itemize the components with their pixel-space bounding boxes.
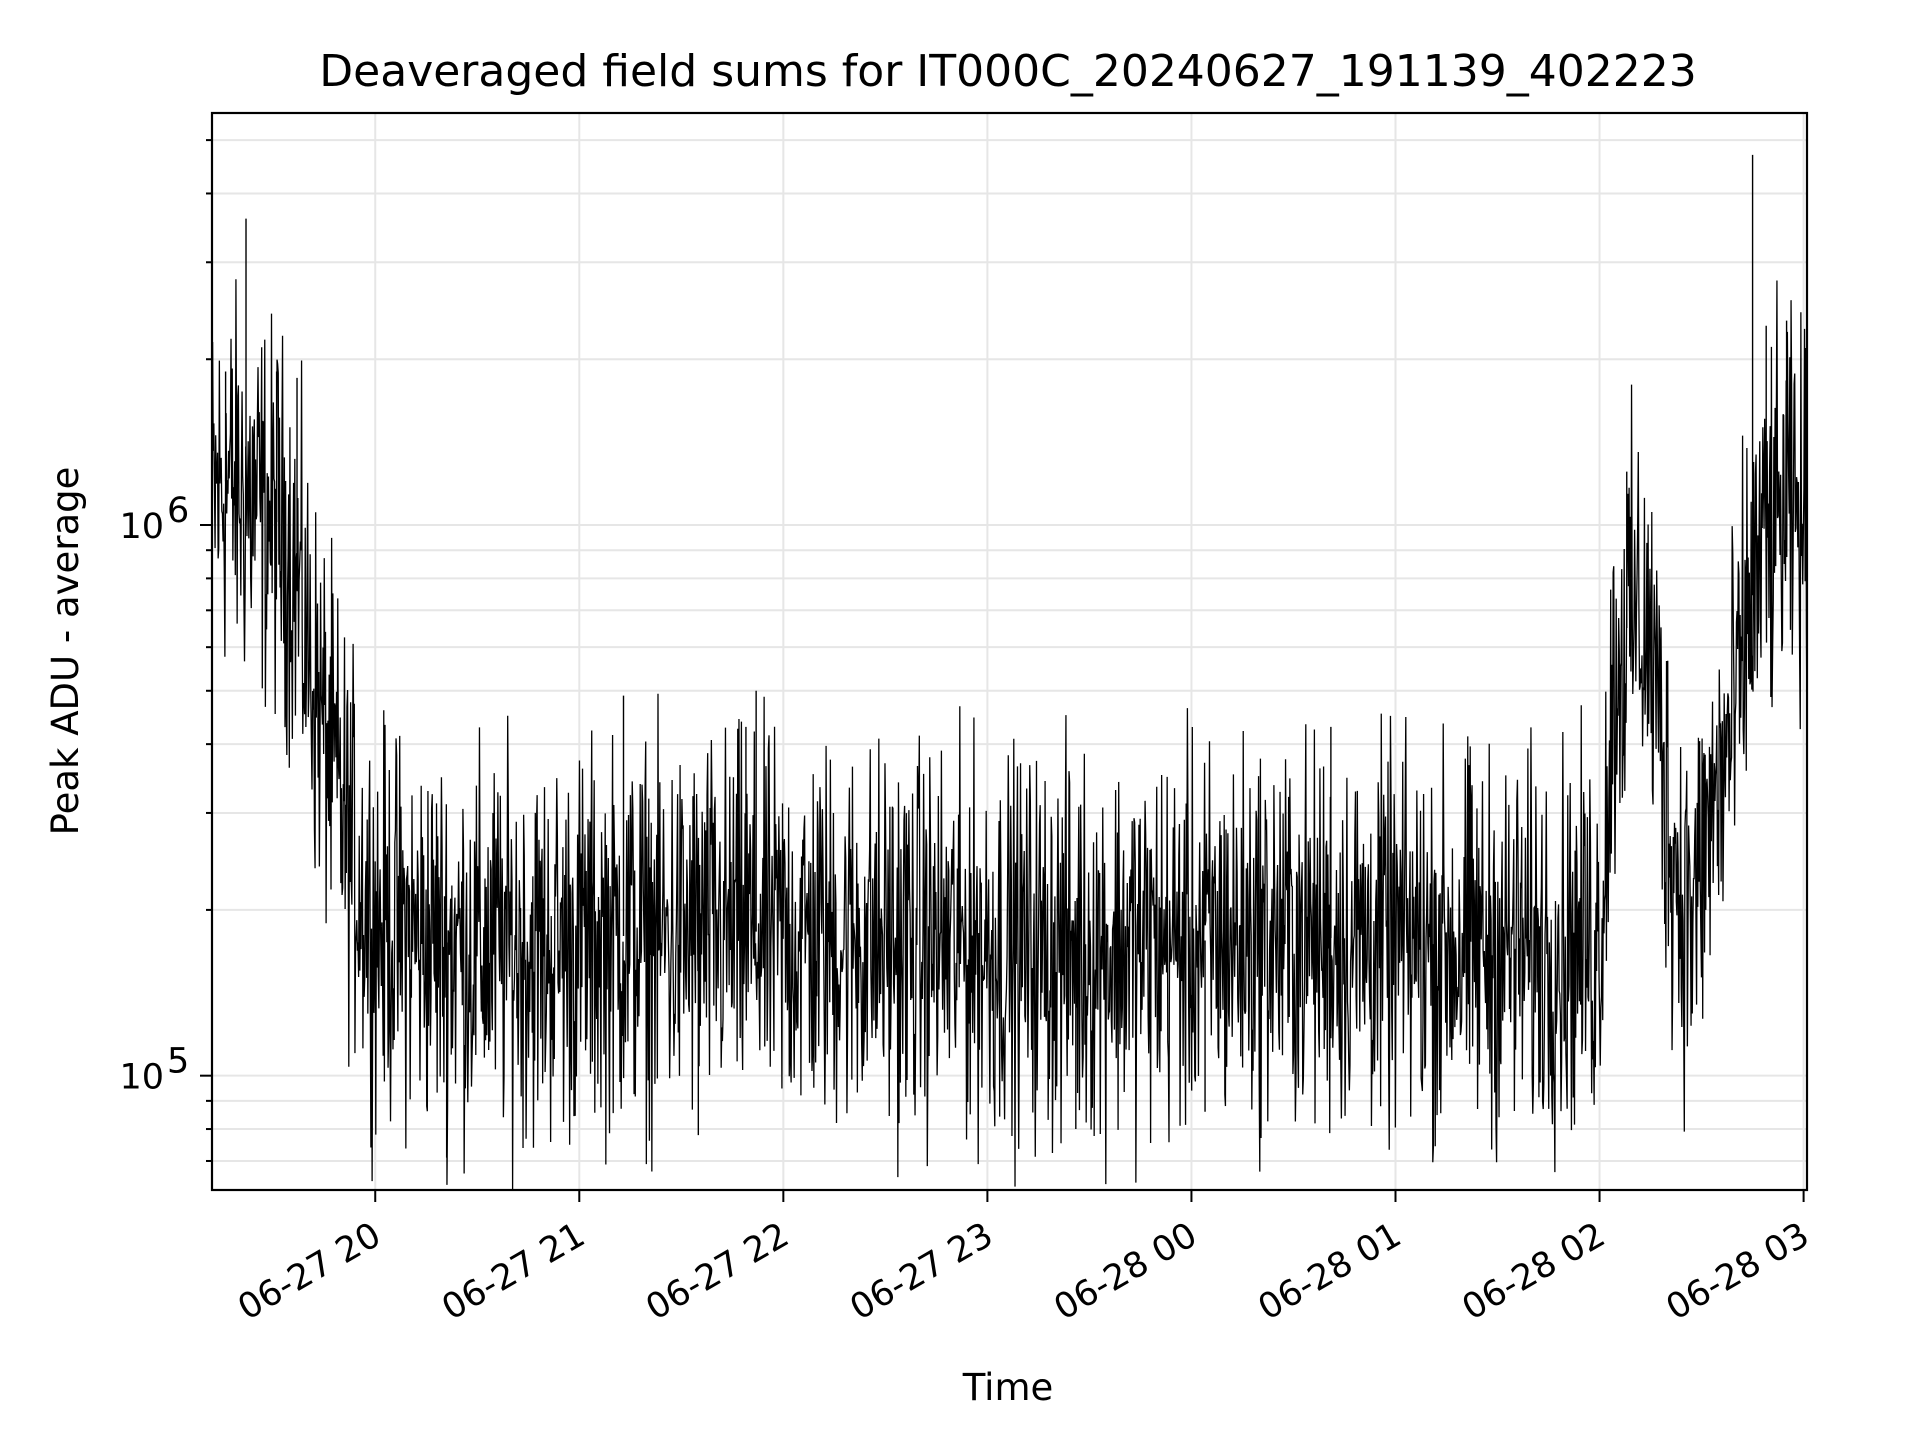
series-line — [211, 279, 1808, 1191]
x-axis-label: Time — [962, 1366, 1054, 1409]
series-layer — [211, 154, 1808, 1191]
plot-frame — [210, 111, 1809, 1192]
y-tick-label-exponent: 5 — [167, 1042, 189, 1082]
y-tick-label: 10 — [119, 1058, 164, 1098]
chart-title: Deaveraged field sums for IT000C_2024062… — [319, 46, 1696, 97]
y-axis-label: Peak ADU - average — [44, 467, 87, 836]
y-tick-label-exponent: 6 — [167, 491, 189, 531]
y-tick-label: 10 — [119, 507, 164, 547]
grid — [212, 113, 1807, 1190]
